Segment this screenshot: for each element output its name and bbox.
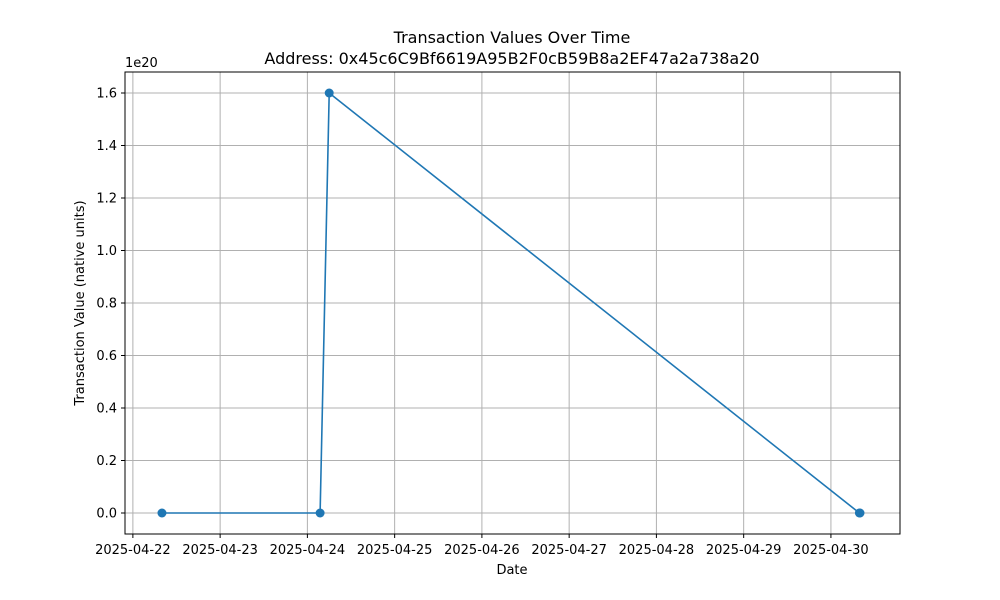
chart-subtitle: Address: 0x45c6C9Bf6619A95B2F0cB59B8a2EF… [264, 49, 759, 68]
x-tick-label: 2025-04-27 [531, 543, 607, 558]
x-tick-label: 2025-04-28 [619, 543, 695, 558]
x-axis-label: Date [496, 563, 527, 578]
y-tick-label: 1.4 [96, 139, 117, 154]
data-point [324, 88, 334, 98]
x-tick-label: 2025-04-26 [444, 543, 520, 558]
x-tick-label: 2025-04-23 [182, 543, 258, 558]
x-tick-label: 2025-04-29 [706, 543, 782, 558]
y-tick-label: 1.2 [96, 192, 117, 207]
data-point [157, 508, 167, 518]
y-tick-label: 1.0 [96, 244, 117, 259]
plot-series [157, 88, 865, 518]
x-tick-label: 2025-04-25 [357, 543, 433, 558]
data-point [855, 508, 865, 518]
y-tick-label: 0.6 [96, 349, 117, 364]
y-tick-label: 0.4 [96, 402, 117, 417]
y-tick-label: 0.2 [96, 454, 117, 469]
y-offset-label: 1e20 [125, 56, 158, 71]
data-point [315, 508, 325, 518]
x-tick-label: 2025-04-24 [270, 543, 346, 558]
grid-lines [125, 72, 900, 534]
x-tick-label: 2025-04-22 [95, 543, 171, 558]
chart-title: Transaction Values Over Time [393, 28, 631, 47]
y-tick-label: 1.6 [96, 87, 117, 102]
y-axis-ticks: 0.0 0.2 0.4 0.6 0.8 1.0 1.2 1.4 1.6 [96, 87, 125, 522]
x-tick-label: 2025-04-30 [793, 543, 869, 558]
x-axis-ticks: 2025-04-22 2025-04-23 2025-04-24 2025-04-25… [95, 534, 869, 558]
y-tick-label: 0.0 [96, 507, 117, 522]
y-axis-label: Transaction Value (native units) [73, 200, 88, 406]
y-tick-label: 0.8 [96, 297, 117, 312]
